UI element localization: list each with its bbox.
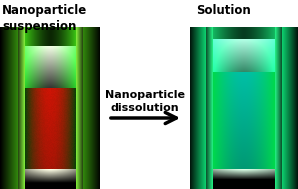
Text: Nanoparticle
suspension: Nanoparticle suspension — [2, 4, 87, 33]
Text: dissolution: dissolution — [111, 103, 179, 113]
Text: Solution: Solution — [196, 4, 251, 17]
Text: Nanoparticle: Nanoparticle — [105, 90, 185, 100]
